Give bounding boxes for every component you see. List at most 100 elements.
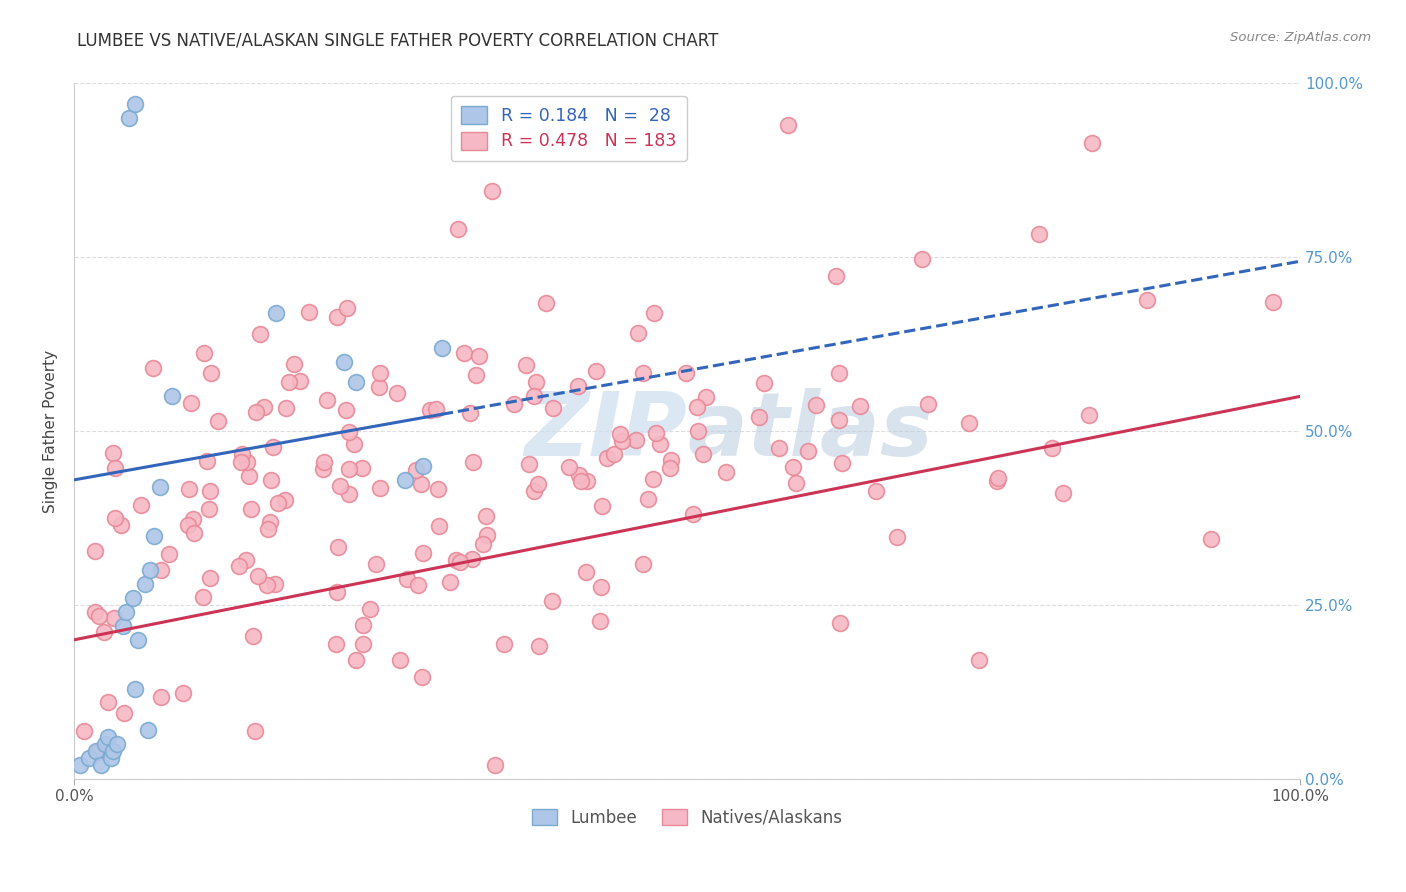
Point [492,637,515,651]
Point [411,476,433,491]
Point [453,346,475,360]
Point [523,484,546,499]
Point [262,441,284,455]
Point [458,405,481,419]
Point [136,723,159,738]
Point [575,474,598,488]
Point [468,349,491,363]
Point [748,410,770,425]
Point [129,499,152,513]
Point [828,413,851,427]
Point [385,385,408,400]
Point [830,615,852,630]
Point [87,745,110,759]
Point [84,744,107,758]
Point [1199,533,1222,547]
Point [412,458,434,473]
Point [350,461,373,475]
Point [149,690,172,704]
Point [465,368,488,382]
Point [97,730,120,744]
Point [612,434,634,449]
Point [198,484,221,499]
Point [568,467,591,482]
Point [112,619,135,633]
Point [986,474,1008,488]
Point [626,433,648,447]
Point [238,468,260,483]
Point [245,405,267,419]
Point [100,751,122,765]
Point [865,484,887,499]
Point [228,558,250,573]
Point [122,591,145,606]
Point [110,517,132,532]
Point [259,515,281,529]
Point [609,427,631,442]
Point [575,565,598,579]
Point [93,737,115,751]
Point [142,361,165,376]
Point [411,546,433,560]
Point [326,310,349,324]
Point [785,476,807,491]
Point [987,471,1010,485]
Point [290,374,312,388]
Point [648,437,671,451]
Point [585,364,607,378]
Point [686,424,709,438]
Point [252,401,274,415]
Point [104,461,127,475]
Point [200,571,222,585]
Point [103,446,125,460]
Point [527,639,550,653]
Point [337,461,360,475]
Point [329,479,352,493]
Point [257,522,280,536]
Point [278,376,301,390]
Point [312,462,335,476]
Point [957,416,980,430]
Point [104,511,127,525]
Point [259,473,281,487]
Point [273,492,295,507]
Point [716,465,738,479]
Point [242,629,264,643]
Point [682,507,704,521]
Point [471,536,494,550]
Point [475,509,498,524]
Point [558,460,581,475]
Point [267,496,290,510]
Point [83,606,105,620]
Point [637,491,659,506]
Point [523,389,546,403]
Point [283,357,305,371]
Point [686,400,709,414]
Point [768,442,790,456]
Point [316,393,339,408]
Point [571,474,593,488]
Point [447,222,470,236]
Point [124,681,146,696]
Point [1080,136,1102,150]
Point [264,576,287,591]
Point [344,376,367,390]
Point [239,501,262,516]
Point [231,447,253,461]
Point [406,578,429,592]
Point [160,389,183,403]
Point [266,306,288,320]
Point [181,512,204,526]
Point [967,653,990,667]
Point [69,758,91,772]
Point [191,590,214,604]
Point [134,577,156,591]
Point [633,557,655,571]
Point [449,555,471,569]
Point [534,295,557,310]
Point [589,614,612,628]
Point [326,585,349,599]
Point [631,366,654,380]
Point [335,402,357,417]
Point [418,403,440,417]
